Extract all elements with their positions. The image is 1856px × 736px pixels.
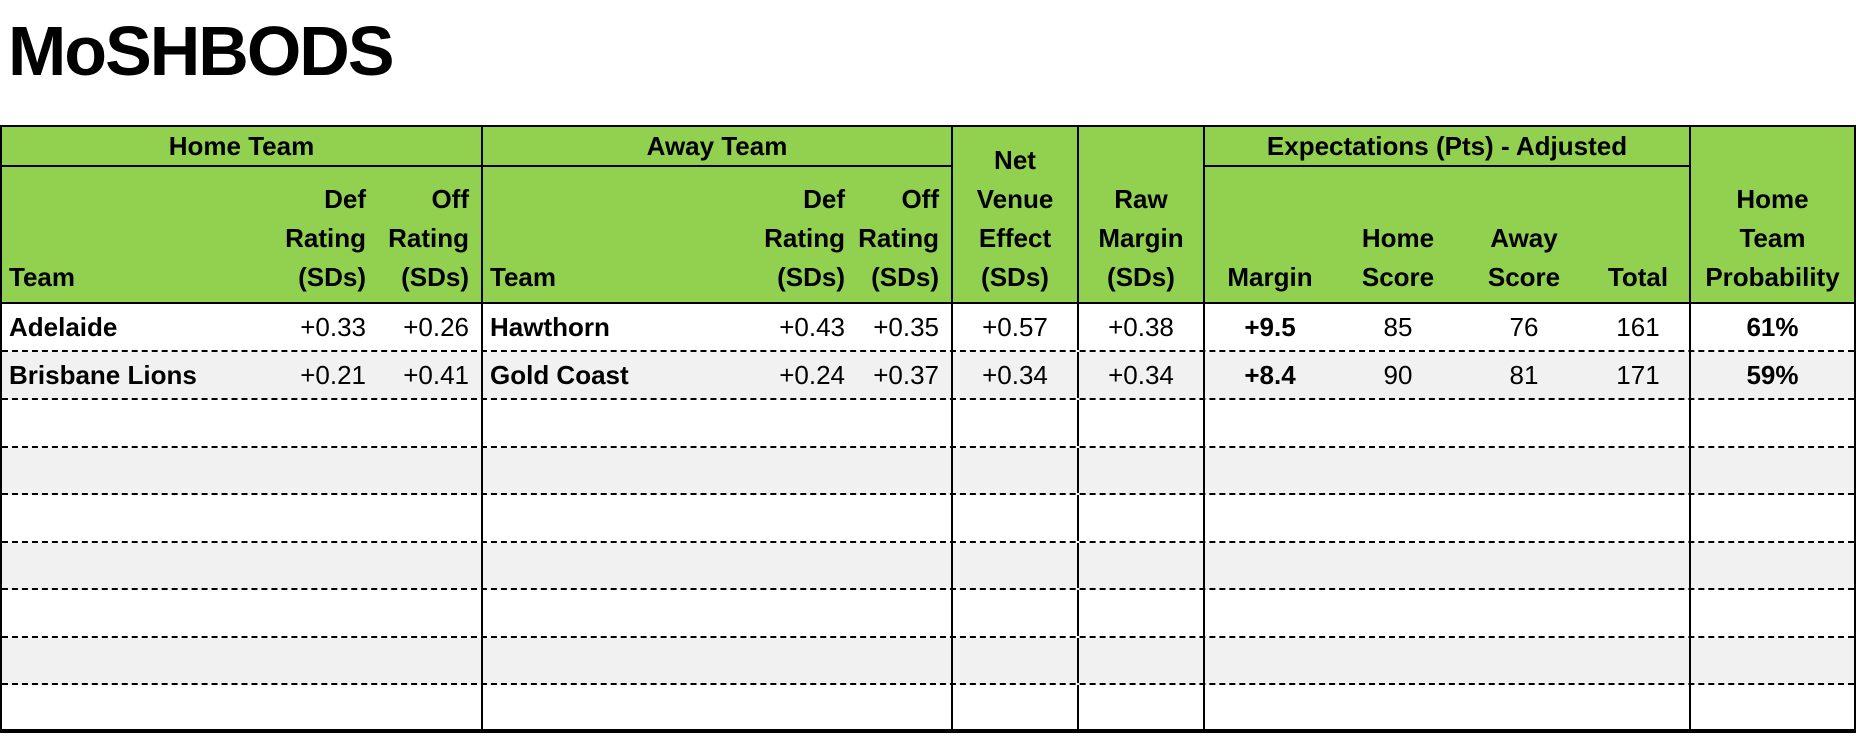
cell-margin: +9.5: [1244, 311, 1296, 342]
col-header-away-team: Team: [490, 262, 556, 292]
cell-probability: 59%: [1746, 359, 1799, 390]
cell-home-def: +0.33: [300, 311, 366, 342]
table-row: Adelaide +0.33 +0.26 Hawthorn +0.43 +0.3…: [2, 304, 1854, 352]
empty-table-row: [2, 590, 1854, 638]
cell-net-venue: +0.34: [953, 352, 1079, 398]
cell-away-score: 81: [1509, 359, 1539, 390]
col-header-net-venue-effect: Net Venue Effect (SDs): [953, 127, 1079, 302]
cell-away-team: Gold Coast: [490, 359, 629, 390]
cell-home-score: 90: [1383, 359, 1413, 390]
col-header-home-score: Home Score: [1361, 223, 1435, 292]
cell-net-venue: +0.57: [953, 304, 1079, 350]
empty-table-row: [2, 400, 1854, 448]
col-header-away-score: Away Score: [1487, 223, 1561, 292]
cell-home-def: +0.21: [300, 359, 366, 390]
cell-away-score: 76: [1509, 311, 1539, 342]
col-header-away-def-rating: Def Rating (SDs): [764, 184, 845, 292]
cell-raw-margin: +0.34: [1079, 352, 1205, 398]
expectations-section-header: Expectations (Pts) - Adjusted: [1205, 127, 1691, 167]
empty-table-row: [2, 637, 1854, 685]
empty-table-row: [2, 447, 1854, 495]
cell-away-team: Hawthorn: [490, 311, 610, 342]
cell-total: 171: [1587, 352, 1691, 398]
empty-table-row: [2, 495, 1854, 543]
table-row: Brisbane Lions +0.21 +0.41 Gold Coast +0…: [2, 352, 1854, 400]
col-header-home-def-rating: Def Rating (SDs): [285, 184, 366, 292]
cell-total: 161: [1587, 304, 1691, 350]
cell-home-score: 85: [1383, 311, 1413, 342]
cell-away-off: +0.35: [855, 304, 953, 350]
cell-home-team: Brisbane Lions: [9, 359, 197, 390]
cell-away-def: +0.24: [779, 359, 845, 390]
col-header-home-off-rating: Off Rating (SDs): [370, 167, 483, 302]
cell-away-off: +0.37: [855, 352, 953, 398]
col-header-raw-margin: Raw Margin (SDs): [1079, 127, 1205, 302]
cell-away-def: +0.43: [779, 311, 845, 342]
table-header: Home Team Away Team Net Venue Effect (SD…: [2, 127, 1854, 304]
page-title: MoSHBODS: [8, 12, 395, 90]
home-team-section-header: Home Team: [2, 127, 483, 167]
empty-table-row: [2, 542, 1854, 590]
col-header-away-off-rating: Off Rating (SDs): [855, 167, 953, 302]
empty-rows: [2, 400, 1854, 733]
cell-home-off: +0.41: [370, 352, 483, 398]
col-header-home-team: Team: [9, 262, 75, 292]
cell-margin: +8.4: [1244, 359, 1296, 390]
cell-home-off: +0.26: [370, 304, 483, 350]
col-header-total: Total: [1587, 167, 1691, 302]
cell-home-team: Adelaide: [9, 311, 118, 342]
col-header-margin: Margin: [1227, 262, 1313, 292]
empty-table-row: [2, 685, 1854, 733]
away-team-section-header: Away Team: [483, 127, 953, 167]
cell-raw-margin: +0.38: [1079, 304, 1205, 350]
col-header-home-team-probability: Home Team Probability: [1705, 184, 1840, 292]
predictions-table: Home Team Away Team Net Venue Effect (SD…: [0, 125, 1856, 733]
cell-probability: 61%: [1746, 311, 1799, 342]
